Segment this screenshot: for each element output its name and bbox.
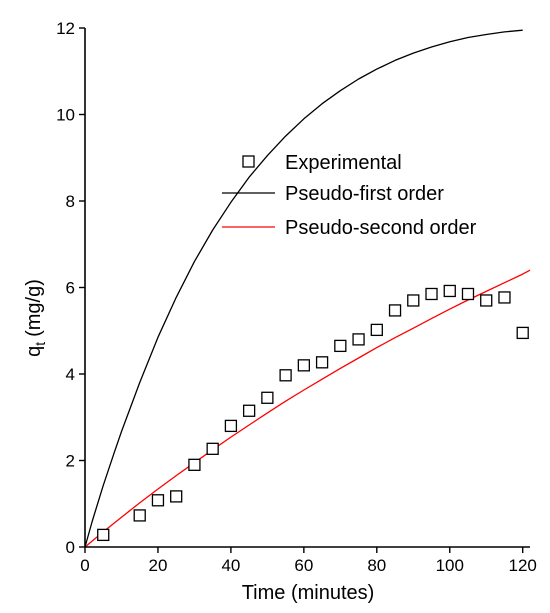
experimental-point — [261, 391, 274, 404]
legend: Experimental Pseudo-first order Pseudo-s… — [222, 152, 477, 239]
legend-item-experimental: Experimental — [242, 152, 402, 174]
experimental-point — [516, 326, 529, 340]
legend-item-pseudo-first-order: Pseudo-first order — [222, 183, 444, 205]
experimental-point — [498, 291, 511, 304]
legend-item-pseudo-second-order: Pseudo-second order — [222, 217, 477, 239]
series-line-pseudo-second-order — [84, 269, 531, 548]
experimental-point — [133, 509, 146, 522]
y-tick-label: 12 — [56, 19, 75, 38]
experimental-point — [370, 323, 383, 337]
legend-label-pseudo-first-order: Pseudo-first order — [285, 183, 444, 205]
experimental-point — [297, 359, 311, 372]
y-axis-title-symbol: q — [23, 346, 45, 357]
y-axis-title-subscript: t — [32, 342, 48, 346]
plot-curves — [84, 29, 531, 548]
experimental-point — [206, 442, 219, 455]
y-tick-label: 6 — [66, 279, 75, 298]
y-tick-label: 10 — [56, 106, 75, 125]
experimental-point — [315, 356, 329, 369]
x-tick-label: 40 — [221, 556, 240, 575]
y-tick-label: 2 — [66, 452, 75, 471]
experimental-point — [188, 458, 201, 471]
x-tick-label: 120 — [509, 556, 537, 575]
x-ticks: 0 20 40 60 80 100 120 — [80, 547, 537, 575]
experimental-point — [461, 287, 475, 301]
experimental-point — [334, 339, 347, 353]
experimental-point — [407, 294, 420, 307]
x-tick-label: 80 — [367, 556, 386, 575]
experimental-point — [443, 284, 456, 298]
axes — [84, 28, 530, 548]
x-tick-label: 60 — [294, 556, 313, 575]
y-ticks: 0 2 4 6 8 10 12 — [56, 19, 85, 557]
experimental-point — [151, 494, 165, 507]
experimental-point — [224, 419, 238, 433]
experimental-point — [352, 333, 365, 346]
series-line-pseudo-first-order — [84, 29, 523, 548]
experimental-point — [97, 528, 110, 542]
y-tick-label: 8 — [66, 192, 75, 211]
y-axis-title-unit: (mg/g) — [23, 279, 45, 337]
experimental-point — [242, 404, 256, 417]
y-tick-label: 4 — [66, 365, 75, 384]
legend-marker-square — [242, 155, 255, 168]
x-tick-label: 100 — [436, 556, 464, 575]
plot-markers — [97, 284, 529, 542]
x-axis-title: Time (minutes) — [242, 582, 375, 604]
experimental-point — [170, 490, 183, 503]
legend-label-experimental: Experimental — [285, 152, 402, 174]
y-axis-title: qt (mg/g) — [23, 279, 48, 357]
experimental-point — [388, 304, 402, 317]
experimental-point — [425, 287, 438, 301]
legend-label-pseudo-second-order: Pseudo-second order — [285, 217, 477, 239]
y-tick-label: 0 — [66, 538, 75, 557]
experimental-point — [279, 369, 292, 382]
x-tick-label: 20 — [148, 556, 167, 575]
x-tick-label: 0 — [80, 556, 89, 575]
experimental-point — [480, 294, 493, 307]
